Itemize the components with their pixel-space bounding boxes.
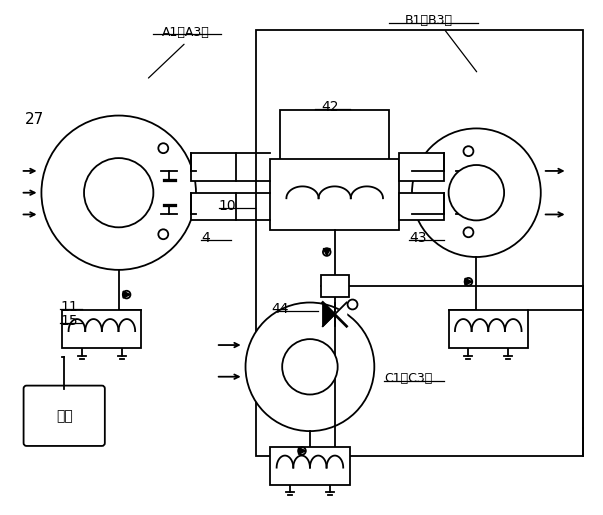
- Circle shape: [465, 278, 472, 285]
- Circle shape: [323, 248, 330, 256]
- Circle shape: [84, 158, 153, 227]
- Text: 43: 43: [409, 231, 426, 245]
- Text: 42: 42: [321, 99, 338, 114]
- Text: A1（A3）: A1（A3）: [162, 26, 210, 39]
- Text: 空气: 空气: [56, 409, 72, 423]
- Polygon shape: [123, 291, 130, 298]
- Circle shape: [42, 115, 196, 270]
- Text: 11: 11: [60, 300, 78, 315]
- Bar: [449, 311, 528, 348]
- Polygon shape: [465, 278, 472, 285]
- Circle shape: [464, 227, 473, 237]
- Polygon shape: [335, 302, 347, 326]
- Circle shape: [245, 302, 374, 431]
- Circle shape: [298, 447, 306, 455]
- Text: 10: 10: [219, 199, 236, 213]
- Bar: [191, 153, 236, 181]
- Polygon shape: [298, 448, 306, 454]
- Circle shape: [159, 229, 168, 239]
- Text: C1（C3）: C1（C3）: [384, 372, 432, 385]
- Circle shape: [347, 300, 358, 310]
- Bar: [280, 110, 389, 161]
- Text: 4: 4: [201, 231, 210, 245]
- Circle shape: [449, 165, 504, 220]
- Text: 15: 15: [60, 314, 78, 328]
- Bar: [191, 193, 236, 220]
- Circle shape: [464, 146, 473, 156]
- Bar: [256, 30, 583, 456]
- Bar: [270, 447, 350, 485]
- FancyBboxPatch shape: [24, 386, 105, 446]
- Circle shape: [123, 291, 130, 298]
- Bar: [270, 159, 399, 230]
- Bar: [399, 193, 444, 220]
- Circle shape: [282, 339, 338, 394]
- Text: B1（B3）: B1（B3）: [405, 14, 453, 27]
- Text: 27: 27: [25, 112, 44, 127]
- Bar: [399, 153, 444, 181]
- Polygon shape: [323, 302, 335, 326]
- Bar: [321, 275, 349, 297]
- Circle shape: [159, 143, 168, 153]
- Circle shape: [412, 128, 541, 257]
- Bar: [62, 311, 142, 348]
- Polygon shape: [323, 249, 330, 255]
- Text: 44: 44: [271, 302, 289, 316]
